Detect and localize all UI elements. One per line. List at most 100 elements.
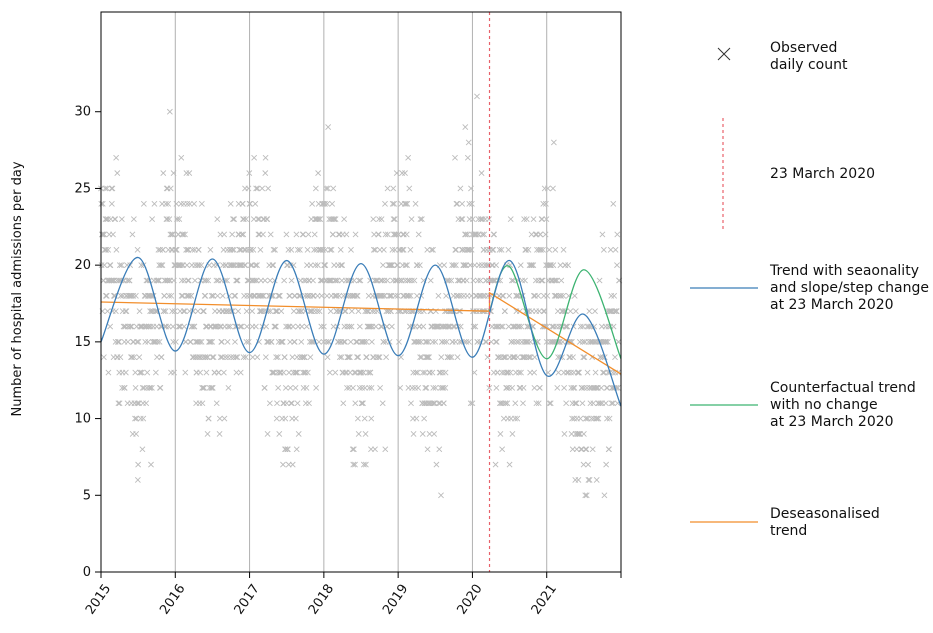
observed-point bbox=[396, 277, 403, 284]
observed-point bbox=[309, 338, 316, 345]
observed-point bbox=[140, 415, 147, 422]
observed-point bbox=[606, 415, 613, 422]
observed-point bbox=[562, 262, 569, 269]
observed-point bbox=[376, 354, 383, 361]
observed-point bbox=[249, 308, 256, 315]
observed-point bbox=[493, 262, 500, 269]
observed-point bbox=[164, 216, 171, 223]
observed-point bbox=[318, 292, 325, 299]
observed-point bbox=[210, 292, 217, 299]
observed-point bbox=[233, 369, 240, 376]
observed-point bbox=[209, 354, 216, 361]
observed-point bbox=[405, 154, 412, 161]
observed-point bbox=[115, 400, 122, 407]
observed-point bbox=[545, 369, 552, 376]
observed-point bbox=[195, 246, 202, 253]
observed-point bbox=[320, 246, 326, 253]
observed-point bbox=[592, 369, 599, 376]
observed-point bbox=[472, 323, 479, 330]
observed-point bbox=[108, 185, 115, 192]
observed-point bbox=[185, 277, 192, 284]
observed-point bbox=[602, 400, 609, 407]
observed-point bbox=[317, 277, 324, 284]
observed-point bbox=[333, 292, 340, 299]
observed-point bbox=[235, 308, 242, 315]
observed-point bbox=[466, 246, 473, 253]
observed-point bbox=[355, 308, 362, 315]
observed-point bbox=[445, 323, 452, 330]
observed-point bbox=[360, 369, 367, 376]
observed-point bbox=[229, 246, 236, 253]
x-tick-label: 2015 bbox=[83, 582, 114, 618]
observed-point bbox=[328, 246, 335, 253]
observed-point bbox=[442, 369, 449, 376]
observed-point bbox=[522, 338, 529, 345]
observed-point bbox=[514, 415, 521, 422]
observed-point bbox=[293, 369, 300, 376]
observed-point bbox=[196, 400, 203, 407]
observed-point bbox=[457, 185, 464, 192]
observed-point bbox=[380, 338, 387, 345]
observed-point bbox=[530, 216, 537, 223]
observed-point bbox=[500, 292, 507, 299]
observed-point bbox=[140, 200, 147, 207]
observed-point bbox=[576, 338, 583, 345]
observed-point bbox=[101, 262, 108, 269]
observed-point bbox=[499, 323, 506, 330]
observed-point bbox=[224, 338, 231, 345]
trend-lines bbox=[100, 12, 622, 572]
observed-point bbox=[406, 277, 413, 284]
observed-point bbox=[603, 461, 610, 468]
observed-point bbox=[300, 231, 307, 238]
observed-point bbox=[152, 369, 159, 376]
observed-point bbox=[157, 384, 164, 391]
observed-point bbox=[103, 216, 110, 223]
observed-point bbox=[302, 369, 309, 376]
observed-point bbox=[204, 354, 211, 361]
observed-point bbox=[254, 354, 261, 361]
observed-point bbox=[273, 415, 280, 422]
observed-point bbox=[331, 216, 338, 223]
observed-point bbox=[586, 477, 593, 483]
observed-point bbox=[102, 185, 109, 192]
observed-point bbox=[307, 262, 314, 269]
observed-point bbox=[293, 231, 300, 238]
observed-point bbox=[322, 246, 329, 253]
observed-point bbox=[362, 430, 369, 437]
observed-point bbox=[307, 354, 314, 361]
observed-point bbox=[507, 262, 514, 269]
observed-point bbox=[158, 262, 164, 269]
observed-point bbox=[536, 384, 543, 391]
observed-point bbox=[408, 216, 415, 223]
observed-point bbox=[592, 308, 598, 315]
observed-point bbox=[486, 216, 492, 223]
observed-point bbox=[414, 369, 421, 376]
observed-point bbox=[488, 262, 495, 269]
observed-point bbox=[349, 292, 356, 299]
observed-point bbox=[194, 308, 201, 315]
observed-point bbox=[156, 338, 163, 345]
observed-point bbox=[306, 308, 313, 315]
observed-point bbox=[305, 231, 312, 238]
observed-point bbox=[415, 384, 422, 391]
observed-point bbox=[316, 338, 322, 345]
observed-point bbox=[152, 308, 159, 315]
observed-point bbox=[550, 323, 557, 330]
observed-point bbox=[558, 277, 565, 284]
observed-point bbox=[238, 231, 245, 238]
observed-point bbox=[113, 154, 120, 161]
observed-point bbox=[601, 492, 608, 499]
observed-point bbox=[480, 292, 486, 299]
observed-point bbox=[232, 338, 238, 345]
observed-point bbox=[172, 246, 179, 253]
observed-point bbox=[159, 262, 166, 269]
observed-point bbox=[263, 323, 270, 330]
observed-point bbox=[108, 200, 115, 207]
legend-label-deseasonalised: Deseasonalised bbox=[770, 506, 880, 522]
observed-point bbox=[148, 292, 155, 299]
observed-point bbox=[525, 246, 532, 253]
observed-point bbox=[230, 246, 237, 253]
observed-point bbox=[183, 292, 190, 299]
observed-point bbox=[234, 277, 241, 284]
observed-point bbox=[107, 262, 114, 269]
